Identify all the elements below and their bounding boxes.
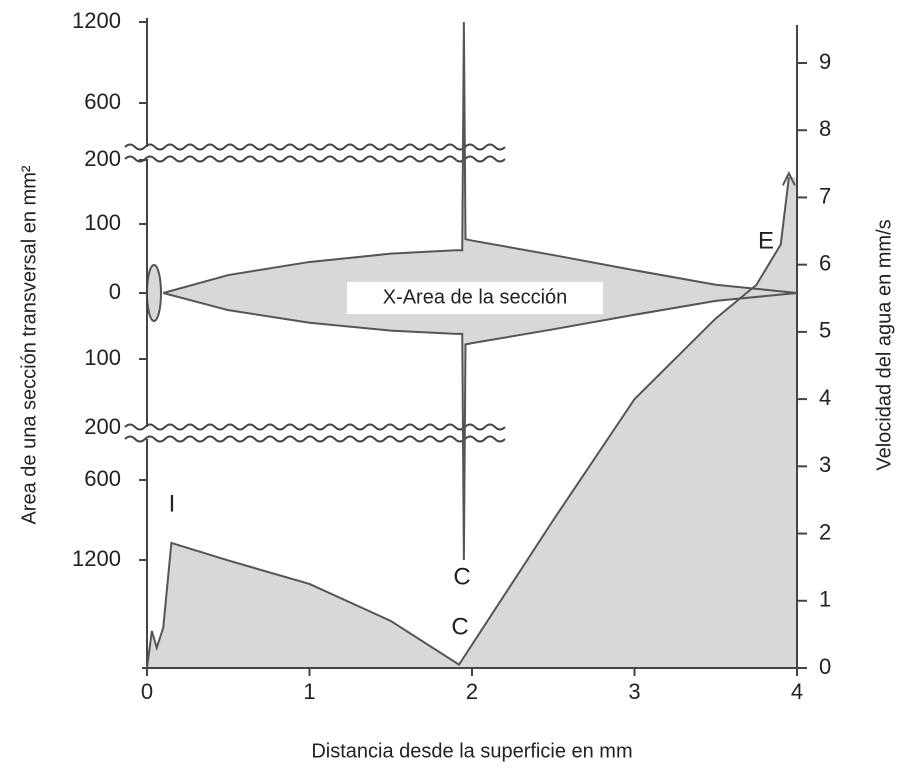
y-axis-label: Area de una sección transversal en mm² xyxy=(18,165,40,524)
y2-tick-label: 0 xyxy=(819,654,831,679)
chart: Distancia desde la superficie en mm Area… xyxy=(0,0,910,770)
y2-tick-label: 6 xyxy=(819,250,831,275)
y2-axis-label: Velocidad del agua en mm/s xyxy=(873,219,895,470)
y-tick-label: 200 xyxy=(84,414,121,439)
y2-tick-label: 7 xyxy=(819,183,831,208)
annotation: X-Area de la sección xyxy=(383,286,568,308)
x-tick-label: 4 xyxy=(791,679,803,704)
y2-tick-label: 1 xyxy=(819,587,831,612)
y-tick-label: 200 xyxy=(84,146,121,171)
annotation: E xyxy=(758,227,774,254)
annotation: C xyxy=(451,613,468,640)
x-tick-label: 1 xyxy=(303,679,315,704)
y-tick-label: 1200 xyxy=(72,8,121,33)
y2-tick-label: 3 xyxy=(819,452,831,477)
x-tick-label: 3 xyxy=(628,679,640,704)
annotation: I xyxy=(169,490,176,517)
y-tick-label: 600 xyxy=(84,89,121,114)
y2-tick-label: 5 xyxy=(819,318,831,343)
y-tick-label: 1200 xyxy=(72,546,121,571)
y2-tick-label: 8 xyxy=(819,116,831,141)
y2-tick-label: 9 xyxy=(819,49,831,74)
annotation: C xyxy=(453,563,470,590)
y-tick-label: 0 xyxy=(109,279,121,304)
y-tick-label: 600 xyxy=(84,466,121,491)
lobe xyxy=(147,265,161,321)
x-axis-label: Distancia desde la superficie en mm xyxy=(311,740,632,762)
y2-tick-label: 4 xyxy=(819,385,831,410)
y-tick-label: 100 xyxy=(84,345,121,370)
x-tick-label: 0 xyxy=(141,679,153,704)
y2-tick-label: 2 xyxy=(819,519,831,544)
x-tick-label: 2 xyxy=(466,679,478,704)
y-tick-label: 100 xyxy=(84,210,121,235)
page: Distancia desde la superficie en mm Area… xyxy=(0,0,910,775)
